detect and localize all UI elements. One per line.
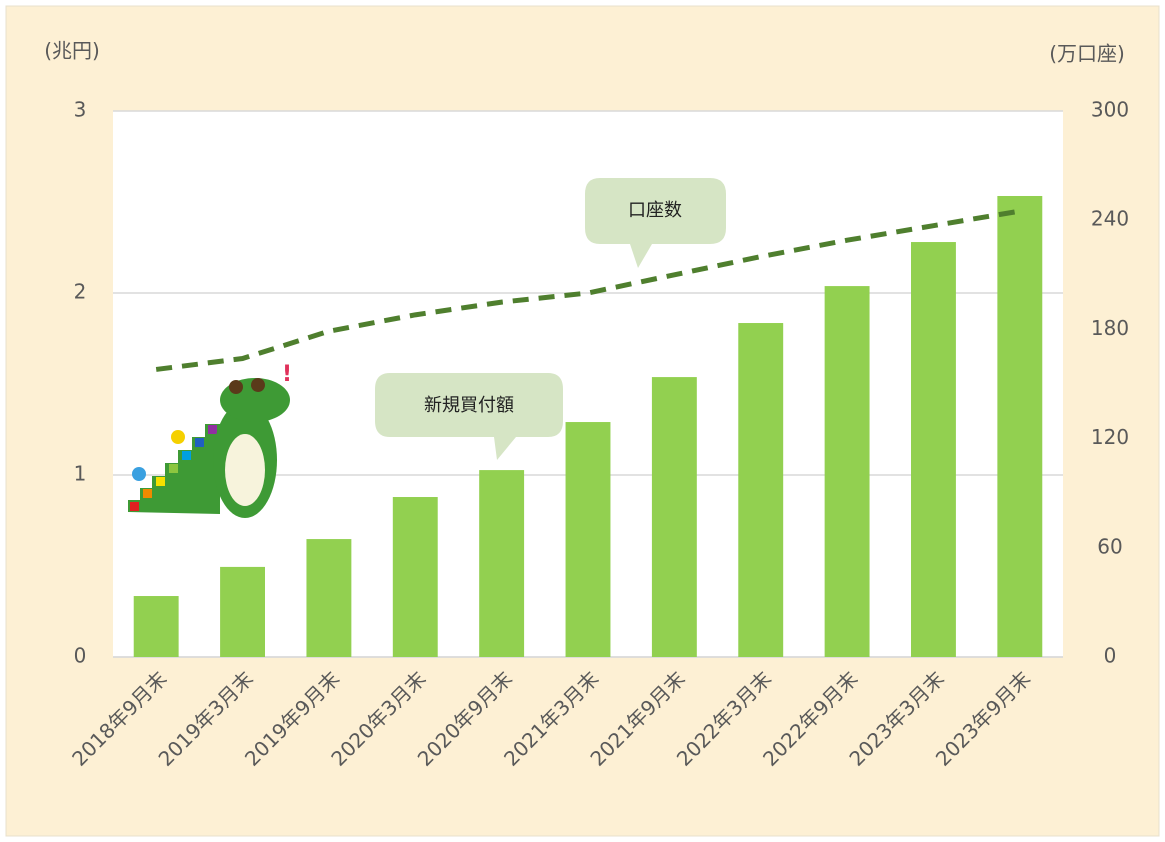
y2-tick-label: 180 xyxy=(1091,316,1129,340)
bar xyxy=(134,596,179,657)
bar xyxy=(220,567,265,657)
y-tick-label: 2 xyxy=(74,280,87,304)
legend-label: 口座数 xyxy=(628,200,682,221)
bar xyxy=(825,286,870,657)
y2-tick-label: 120 xyxy=(1091,425,1129,449)
chart: (兆円) (万口座) ! 口座数 新規買付額 0 1 2 3 0 60 120 180 240 3… xyxy=(0,0,1165,842)
y2-tick-label: 0 xyxy=(1104,644,1117,668)
y-axis-label: (兆円) xyxy=(44,39,100,63)
bar xyxy=(738,323,783,657)
y2-tick-label: 300 xyxy=(1091,98,1129,122)
y2-tick-label: 60 xyxy=(1097,534,1122,558)
bar xyxy=(652,377,697,657)
legend-label: 新規買付額 xyxy=(424,395,514,416)
bar xyxy=(479,470,524,657)
y2-axis-label: (万口座) xyxy=(1049,42,1125,66)
y-tick-label: 1 xyxy=(74,462,87,486)
bar xyxy=(393,497,438,657)
y2-tick-label: 240 xyxy=(1091,207,1129,231)
y-tick-label: 3 xyxy=(74,98,87,122)
bar xyxy=(997,196,1042,657)
y-tick-label: 0 xyxy=(74,644,87,668)
bar xyxy=(306,539,351,657)
bar xyxy=(911,242,956,657)
bar xyxy=(566,422,611,657)
svg-text:!: ! xyxy=(282,362,292,387)
